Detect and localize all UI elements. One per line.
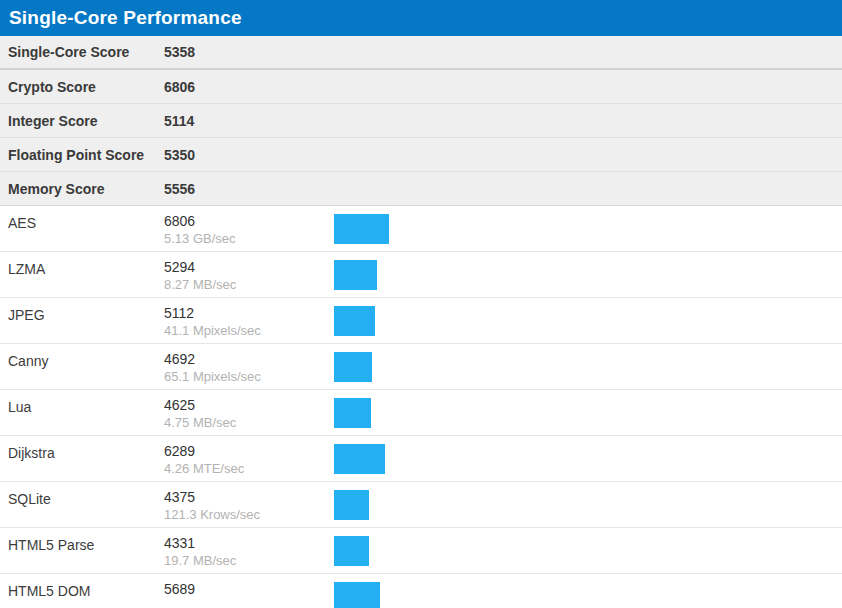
summary-score: 5358 <box>164 44 334 60</box>
benchmark-score-cell: 6289 4.26 MTE/sec <box>164 436 334 481</box>
benchmark-row: Lua4625 4.75 MB/sec <box>0 390 842 436</box>
benchmark-score: 6806 <box>164 214 334 229</box>
score-bar-cell <box>334 390 842 435</box>
benchmark-name: HTML5 DOM <box>0 574 164 608</box>
benchmark-rate: 8.27 MB/sec <box>164 278 334 292</box>
score-bar <box>334 398 371 428</box>
summary-row: Crypto Score6806 <box>0 70 842 104</box>
section-header: Single-Core Performance <box>0 0 842 36</box>
score-bar <box>334 536 369 566</box>
benchmark-name: Dijkstra <box>0 436 164 481</box>
summary-score: 6806 <box>164 79 334 95</box>
benchmark-name: SQLite <box>0 482 164 527</box>
benchmark-rate: 121.3 Krows/sec <box>164 508 334 522</box>
benchmark-name: LZMA <box>0 252 164 297</box>
score-bar-cell <box>334 252 842 297</box>
benchmark-row: Canny4692 65.1 Mpixels/sec <box>0 344 842 390</box>
benchmark-name: Canny <box>0 344 164 389</box>
benchmark-row: Dijkstra6289 4.26 MTE/sec <box>0 436 842 482</box>
summary-label: Integer Score <box>0 113 164 129</box>
summary-row: Integer Score5114 <box>0 104 842 138</box>
benchmark-name: JPEG <box>0 298 164 343</box>
benchmark-name: AES <box>0 206 164 251</box>
single-core-performance-section: Single-Core Performance Single-Core Scor… <box>0 0 842 608</box>
benchmark-row: SQLite4375 121.3 Krows/sec <box>0 482 842 528</box>
benchmark-score: 4625 <box>164 398 334 413</box>
benchmark-score-cell: 4331 19.7 MB/sec <box>164 528 334 573</box>
score-bar <box>334 582 380 608</box>
benchmark-score: 6289 <box>164 444 334 459</box>
benchmark-score: 4375 <box>164 490 334 505</box>
benchmark-name: HTML5 Parse <box>0 528 164 573</box>
score-bar <box>334 260 377 290</box>
benchmark-row: LZMA5294 8.27 MB/sec <box>0 252 842 298</box>
summary-label: Memory Score <box>0 181 164 197</box>
benchmark-rate: 5.13 GB/sec <box>164 232 334 246</box>
score-bar-cell <box>334 298 842 343</box>
benchmark-score: 5689 <box>164 582 334 597</box>
score-bar <box>334 490 369 520</box>
score-bar-cell <box>334 344 842 389</box>
summary-score: 5350 <box>164 147 334 163</box>
benchmark-rate: 4.75 MB/sec <box>164 416 334 430</box>
summary-label: Crypto Score <box>0 79 164 95</box>
benchmark-row: HTML5 Parse4331 19.7 MB/sec <box>0 528 842 574</box>
summary-row: Floating Point Score5350 <box>0 138 842 172</box>
benchmark-score-cell: 5112 41.1 Mpixels/sec <box>164 298 334 343</box>
benchmark-table: AES68065.13 GB/secLZMA52948.27 MB/secJPE… <box>0 206 842 608</box>
summary-score: 5114 <box>164 113 334 129</box>
benchmark-score-cell: 4375 121.3 Krows/sec <box>164 482 334 527</box>
benchmark-score-cell: 4692 65.1 Mpixels/sec <box>164 344 334 389</box>
summary-row: Memory Score5556 <box>0 172 842 206</box>
benchmark-rate: 4.26 MTE/sec <box>164 462 334 476</box>
score-bar <box>334 214 389 244</box>
benchmark-score-cell: 6806 5.13 GB/sec <box>164 206 334 251</box>
score-bar-cell <box>334 482 842 527</box>
score-bar-cell <box>334 436 842 481</box>
score-bar <box>334 306 375 336</box>
benchmark-score-cell: 5294 8.27 MB/sec <box>164 252 334 297</box>
score-bar-cell <box>334 528 842 573</box>
benchmark-rate: 65.1 Mpixels/sec <box>164 370 334 384</box>
benchmark-score-cell: 4625 4.75 MB/sec <box>164 390 334 435</box>
benchmark-score: 5294 <box>164 260 334 275</box>
score-bar <box>334 444 385 474</box>
benchmark-rate: 41.1 Mpixels/sec <box>164 324 334 338</box>
summary-table: Single-Core Score5358Crypto Score6806Int… <box>0 36 842 206</box>
benchmark-name: Lua <box>0 390 164 435</box>
score-bar-cell <box>334 574 842 608</box>
score-bar <box>334 352 372 382</box>
score-bar-cell <box>334 206 842 251</box>
benchmark-score: 5112 <box>164 306 334 321</box>
benchmark-row: HTML5 DOM5689 <box>0 574 842 608</box>
benchmark-score: 4692 <box>164 352 334 367</box>
summary-label: Floating Point Score <box>0 147 164 163</box>
section-title: Single-Core Performance <box>9 7 242 29</box>
benchmark-score-cell: 5689 <box>164 574 334 608</box>
benchmark-score: 4331 <box>164 536 334 551</box>
benchmark-rate: 19.7 MB/sec <box>164 554 334 568</box>
benchmark-row: JPEG5112 41.1 Mpixels/sec <box>0 298 842 344</box>
benchmark-row: AES6806 5.13 GB/sec <box>0 206 842 252</box>
summary-label: Single-Core Score <box>0 44 164 60</box>
summary-score: 5556 <box>164 181 334 197</box>
summary-row: Single-Core Score5358 <box>0 36 842 70</box>
